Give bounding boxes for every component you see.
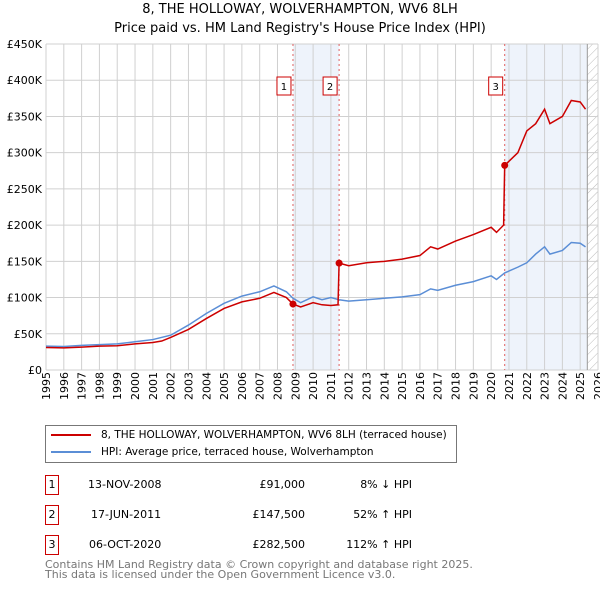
sale-marker-label: 3	[493, 82, 499, 93]
y-tick-label: £400K	[7, 74, 43, 87]
y-tick-label: £450K	[7, 38, 43, 51]
legend-label: HPI: Average price, terraced house, Wolv…	[101, 446, 374, 458]
x-tick-label: 2025	[574, 372, 587, 400]
x-tick-label: 2018	[450, 372, 463, 400]
sale-point	[335, 259, 343, 267]
legend-item-property: 8, THE HOLLOWAY, WOLVERHAMPTON, WV6 8LH …	[51, 427, 447, 443]
y-tick-label: £0	[28, 364, 42, 377]
x-tick-label: 2017	[432, 372, 445, 400]
x-tick-label: 2023	[539, 372, 552, 400]
x-tick-label: 2007	[254, 372, 267, 400]
legend-swatch	[51, 434, 91, 436]
x-tick-label: 2005	[218, 372, 231, 400]
legend-swatch	[51, 451, 91, 453]
chart-subtitle: Price paid vs. HM Land Registry's House …	[114, 21, 486, 36]
hpi-change: 8% ↓ HPI	[360, 478, 412, 491]
date: 06-OCT-2020	[89, 538, 162, 551]
x-tick-label: 2021	[503, 372, 516, 400]
x-tick-label: 1998	[93, 372, 106, 400]
sale-marker-box	[322, 76, 338, 96]
x-tick-label: 2013	[361, 372, 374, 400]
x-tick-label: 1999	[111, 372, 124, 400]
shaded-period	[292, 44, 340, 370]
copyright-text: Contains HM Land Registry data © Crown c…	[45, 558, 473, 571]
x-tick-label: 2019	[467, 372, 480, 400]
y-tick-label: £300K	[7, 147, 43, 160]
transaction-row: 2 17-JUN-2011 £147,500 52% ↑ HPI	[45, 505, 412, 525]
chart-title: 8, THE HOLLOWAY, WOLVERHAMPTON, WV6 8LH	[142, 2, 458, 17]
series-line	[45, 241, 586, 348]
x-tick-label: 2016	[414, 372, 427, 400]
legend-label: 8, THE HOLLOWAY, WOLVERHAMPTON, WV6 8LH …	[101, 429, 447, 441]
sale-marker-label: 2	[327, 82, 333, 93]
shaded-period	[504, 44, 588, 370]
x-tick-label: 2001	[147, 372, 160, 400]
price-chart: 1 2 3 1995 1996 1997 1998 1999 2000 2001 2002 2003 2…	[7, 38, 600, 400]
price: £282,500	[252, 538, 306, 551]
x-tick-label: 1995	[40, 372, 53, 400]
sale-marker-box	[488, 76, 504, 96]
footer: Contains HM Land Registry data © Crown c…	[45, 558, 473, 581]
x-tick-label: 2012	[343, 372, 356, 400]
licence-text: This data is licensed under the Open Gov…	[45, 568, 396, 581]
transaction-row: 3 06-OCT-2020 £282,500 112% ↑ HPI	[45, 535, 412, 555]
x-tick-label: 2024	[556, 372, 569, 400]
y-tick-label: £350K	[7, 110, 43, 123]
x-tick-label: 2000	[129, 372, 142, 400]
marker-badge: 2	[45, 505, 59, 525]
price: £91,000	[259, 478, 306, 491]
y-tick-label: £200K	[7, 219, 43, 232]
y-tick-label: £50K	[14, 328, 43, 341]
x-tick-label: 2010	[307, 372, 320, 400]
x-tick-label: 2006	[236, 372, 249, 400]
x-tick-label: 2009	[289, 372, 302, 400]
sale-point	[289, 300, 297, 308]
marker-badge: 3	[45, 535, 59, 555]
forecast-hatch	[587, 44, 598, 370]
hpi-change: 52% ↑ HPI	[353, 508, 412, 521]
y-tick-label: £100K	[7, 292, 43, 305]
x-tick-label: 1997	[76, 372, 89, 400]
transaction-row: 1 13-NOV-2008 £91,000 8% ↓ HPI	[45, 475, 412, 495]
price: £147,500	[252, 508, 306, 521]
marker-badge: 1	[45, 475, 59, 495]
x-tick-label: 2020	[485, 372, 498, 400]
x-tick-label: 2015	[396, 372, 409, 400]
x-tick-label: 2022	[521, 372, 534, 400]
x-tick-label: 2011	[325, 372, 338, 400]
legend: 8, THE HOLLOWAY, WOLVERHAMPTON, WV6 8LH …	[45, 425, 457, 463]
sale-marker-box	[276, 76, 292, 96]
x-tick-label: 1996	[58, 372, 71, 400]
x-tick-label: 2004	[200, 372, 213, 400]
date: 17-JUN-2011	[91, 508, 162, 521]
date: 13-NOV-2008	[88, 478, 162, 491]
y-tick-label: £150K	[7, 255, 43, 268]
y-tick-label: £250K	[7, 183, 43, 196]
sale-marker-label: 1	[281, 82, 287, 93]
sale-point	[501, 161, 509, 169]
x-tick-label: 2026	[592, 372, 600, 400]
legend-item-hpi: HPI: Average price, terraced house, Wolv…	[51, 444, 374, 460]
x-tick-label: 2008	[271, 372, 284, 400]
x-tick-label: 2003	[182, 372, 195, 400]
x-tick-label: 2002	[165, 372, 178, 400]
hpi-change: 112% ↑ HPI	[346, 538, 412, 551]
x-tick-label: 2014	[378, 372, 391, 400]
